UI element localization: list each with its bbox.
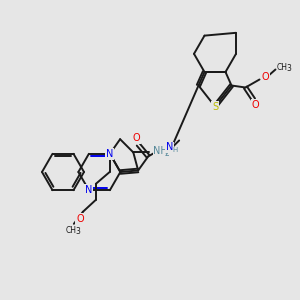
Text: O: O (252, 100, 259, 110)
Text: N: N (85, 185, 93, 195)
Text: S: S (212, 101, 218, 112)
Text: O: O (132, 134, 140, 143)
Text: O: O (262, 71, 269, 82)
Text: N: N (106, 149, 114, 159)
Text: N: N (106, 149, 114, 159)
Text: 3: 3 (286, 64, 291, 73)
Text: O: O (76, 214, 84, 224)
Text: 2: 2 (164, 149, 169, 158)
Text: N: N (166, 142, 173, 152)
Text: NH: NH (153, 146, 168, 156)
Text: CH: CH (277, 63, 287, 72)
Text: 3: 3 (76, 227, 81, 236)
Text: CH: CH (66, 226, 77, 235)
Text: H: H (172, 147, 177, 153)
